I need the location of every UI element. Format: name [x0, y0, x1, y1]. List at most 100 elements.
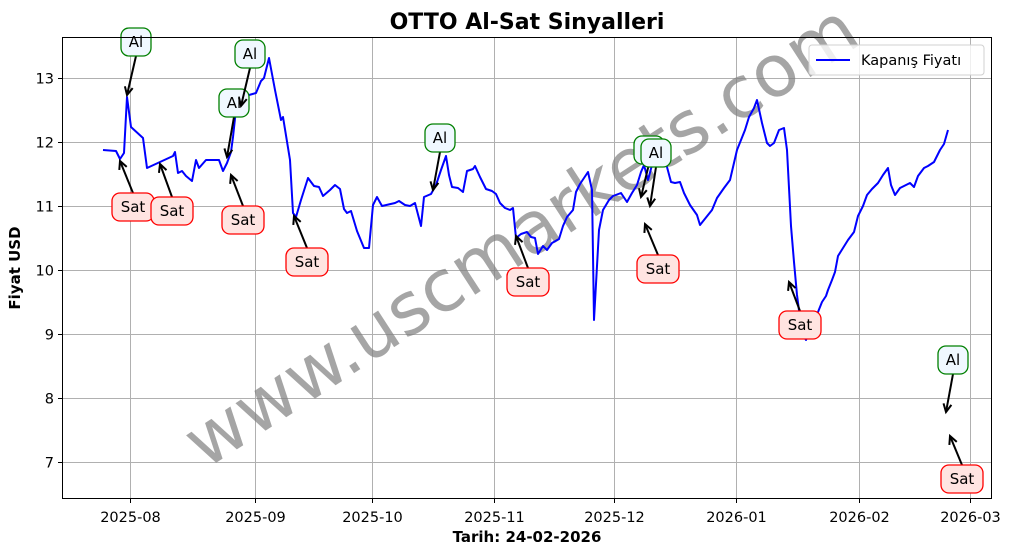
watermark: www.uscmarkets.com — [169, 0, 873, 484]
arrowhead-icon — [643, 221, 653, 233]
arrow-icon — [788, 281, 801, 312]
arrow-icon — [293, 215, 308, 249]
signal-box — [218, 88, 250, 118]
legend-box — [808, 44, 985, 76]
signal-label: Al — [227, 94, 241, 112]
x-tick-label: 2025-11 — [464, 510, 525, 526]
chart-title: OTTO Al-Sat Sinyalleri — [390, 10, 665, 35]
signal-label: Sat — [231, 211, 256, 229]
signal-label: Sat — [121, 198, 146, 216]
sell-signal: Sat — [778, 279, 822, 340]
signal-box — [150, 196, 194, 226]
arrowhead-icon — [229, 172, 239, 184]
x-tick-label: 2025-09 — [225, 510, 286, 526]
y-tick-label: 7 — [45, 456, 54, 472]
arrowhead-icon — [646, 197, 656, 209]
signal-label: Sat — [646, 260, 671, 278]
y-tick-label: 11 — [36, 200, 54, 216]
sell-signal: Sat — [111, 158, 155, 222]
arrowhead-icon — [123, 86, 134, 98]
y-tick-label: 8 — [45, 392, 54, 408]
signal-label: Al — [946, 351, 960, 369]
arrowhead-icon — [237, 97, 248, 109]
y-tick-label: 10 — [36, 264, 54, 280]
arrowhead-icon — [429, 181, 440, 193]
signal-box — [937, 345, 969, 375]
arrowhead-icon — [514, 233, 524, 245]
arrow-icon — [640, 163, 650, 198]
signal-label: Al — [129, 33, 143, 51]
x-axis: 2025-08 2025-09 2025-10 2025-11 2025-12 2026-… — [100, 499, 1001, 526]
signal-box — [234, 39, 266, 69]
legend-label: Kapanış Fiyatı — [861, 53, 961, 69]
signal-label: Sat — [950, 470, 975, 488]
arrowhead-icon — [157, 161, 168, 173]
buy-signal: Al — [218, 88, 250, 160]
x-tick-label: 2025-08 — [100, 510, 161, 526]
signal-annotations: AlSatSatAlAlSatSatAlSatAlAlSatSatAlSat — [111, 27, 984, 494]
signal-box — [640, 138, 672, 168]
signal-box — [636, 254, 680, 284]
y-tick-label: 12 — [36, 136, 54, 152]
arrow-icon — [119, 160, 134, 194]
arrow-icon — [649, 166, 657, 207]
buy-signal: Al — [120, 27, 152, 98]
signal-box — [221, 205, 265, 235]
plot-frame — [62, 37, 992, 499]
arrow-icon — [515, 235, 529, 269]
x-tick-label: 2026-01 — [706, 510, 767, 526]
grid-lines — [63, 38, 991, 498]
sell-signal: Sat — [285, 213, 329, 277]
legend: Kapanış Fiyatı — [808, 44, 985, 76]
arrowhead-icon — [638, 188, 648, 200]
buy-signal: Al — [424, 123, 456, 193]
arrow-icon — [949, 435, 963, 466]
arrowhead-icon — [787, 279, 797, 291]
signal-box — [506, 267, 550, 297]
signal-label: Sat — [788, 316, 813, 334]
x-axis-label: Tarih: 24-02-2026 — [453, 528, 602, 546]
arrowhead-icon — [948, 433, 958, 445]
sell-signal: Sat — [940, 433, 984, 494]
signal-box — [285, 247, 329, 277]
arrowhead-icon — [292, 213, 302, 225]
arrowhead-icon — [223, 148, 234, 160]
arrow-icon — [159, 163, 173, 198]
sell-signal: Sat — [221, 172, 265, 235]
x-tick-label: 2026-02 — [829, 510, 890, 526]
arrow-icon — [644, 223, 659, 256]
arrowhead-icon — [118, 158, 128, 170]
sell-signal: Sat — [506, 233, 550, 297]
signal-box — [424, 123, 456, 153]
y-tick-label: 13 — [36, 72, 54, 88]
signal-box — [778, 310, 822, 340]
arrow-icon — [240, 67, 251, 107]
signal-label: Al — [243, 45, 257, 63]
y-tick-label: 9 — [45, 328, 54, 344]
signal-label: Sat — [160, 202, 185, 220]
buy-signal: Al — [937, 345, 969, 415]
arrow-icon — [126, 55, 137, 96]
arrow-icon — [945, 373, 954, 413]
x-tick-label: 2025-12 — [584, 510, 645, 526]
arrow-icon — [230, 174, 244, 207]
buy-signal: Al — [234, 39, 266, 109]
arrow-icon — [226, 116, 235, 158]
sell-signal: Sat — [636, 221, 680, 284]
x-tick-label: 2025-10 — [342, 510, 403, 526]
signal-box — [940, 464, 984, 494]
signal-label: Al — [433, 129, 447, 147]
sell-signal: Sat — [150, 161, 194, 226]
arrowhead-icon — [942, 403, 953, 415]
signal-label: Sat — [516, 273, 541, 291]
arrow-icon — [432, 151, 441, 191]
signal-label: Al — [649, 144, 663, 162]
y-axis: 7 8 9 10 11 12 13 — [36, 72, 62, 472]
y-axis-label: Fiyat USD — [6, 226, 24, 309]
buy-signal: Al — [640, 138, 672, 209]
signal-box — [120, 27, 152, 57]
x-tick-label: 2026-03 — [940, 510, 1001, 526]
svg-text:www.uscmarkets.com: www.uscmarkets.com — [169, 0, 873, 484]
signal-label: Sat — [295, 253, 320, 271]
